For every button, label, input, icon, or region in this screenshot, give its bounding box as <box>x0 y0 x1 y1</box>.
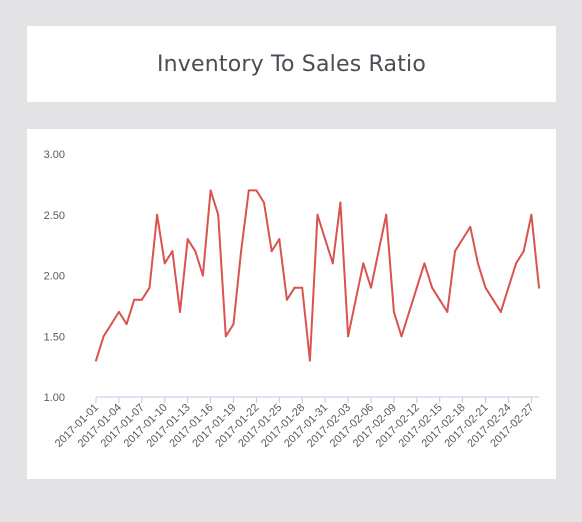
data-point <box>423 262 426 265</box>
data-point <box>148 286 151 289</box>
data-point <box>95 359 97 362</box>
data-point <box>171 250 174 253</box>
data-point <box>469 225 472 228</box>
data-point <box>400 335 403 338</box>
data-point <box>301 286 304 289</box>
y-tick-label: 3.00 <box>44 149 65 161</box>
data-point <box>522 250 525 253</box>
data-point <box>186 238 189 241</box>
data-point <box>316 213 319 216</box>
y-tick-label: 1.00 <box>44 392 65 404</box>
data-point <box>247 189 250 192</box>
data-point <box>538 286 540 289</box>
data-point <box>110 323 113 326</box>
data-point <box>209 189 212 192</box>
data-point <box>117 310 120 313</box>
data-point <box>507 286 510 289</box>
data-point <box>484 286 487 289</box>
y-tick-label: 1.50 <box>44 331 65 343</box>
title-card: Inventory To Sales Ratio <box>27 26 556 102</box>
y-tick-label: 2.50 <box>44 210 65 222</box>
data-point <box>377 250 380 253</box>
data-point <box>278 238 281 241</box>
data-point <box>476 262 479 265</box>
data-point <box>217 213 220 216</box>
data-point <box>369 286 372 289</box>
chart-card: 1.00 1.50 2.00 2.50 3.00 2017-01-01 2017-01-04… <box>27 129 556 479</box>
data-point <box>331 262 334 265</box>
data-point <box>499 310 502 313</box>
y-tick-label: 2.00 <box>44 271 65 283</box>
data-point <box>446 310 449 313</box>
data-point <box>324 238 327 241</box>
data-point <box>431 286 434 289</box>
data-point <box>240 250 243 253</box>
data-point <box>492 298 495 301</box>
data-point <box>308 359 311 362</box>
data-point <box>453 250 456 253</box>
data-point <box>530 213 533 216</box>
data-point <box>270 250 273 253</box>
data-point <box>179 310 182 313</box>
data-point <box>362 262 365 265</box>
data-point <box>232 323 235 326</box>
data-point <box>102 335 105 338</box>
data-point <box>515 262 518 265</box>
data-point <box>201 274 204 277</box>
data-point <box>347 335 350 338</box>
data-point <box>140 298 143 301</box>
data-point <box>133 298 136 301</box>
data-point <box>461 238 464 241</box>
chart-title: Inventory To Sales Ratio <box>156 51 427 77</box>
data-point <box>293 286 296 289</box>
data-point <box>285 298 288 301</box>
data-point <box>385 213 388 216</box>
data-point <box>255 189 258 192</box>
data-point <box>438 298 441 301</box>
data-point <box>415 286 418 289</box>
data-point <box>392 310 395 313</box>
data-point <box>194 250 197 253</box>
line-chart: 1.001.502.002.503.002017-01-012017-01-04… <box>44 149 540 450</box>
data-point <box>354 298 357 301</box>
data-point <box>339 201 342 204</box>
data-point <box>263 201 266 204</box>
data-point <box>163 262 166 265</box>
data-point <box>408 310 411 313</box>
data-point <box>224 335 227 338</box>
series-line <box>95 189 540 362</box>
data-point <box>125 323 128 326</box>
data-point <box>156 213 159 216</box>
